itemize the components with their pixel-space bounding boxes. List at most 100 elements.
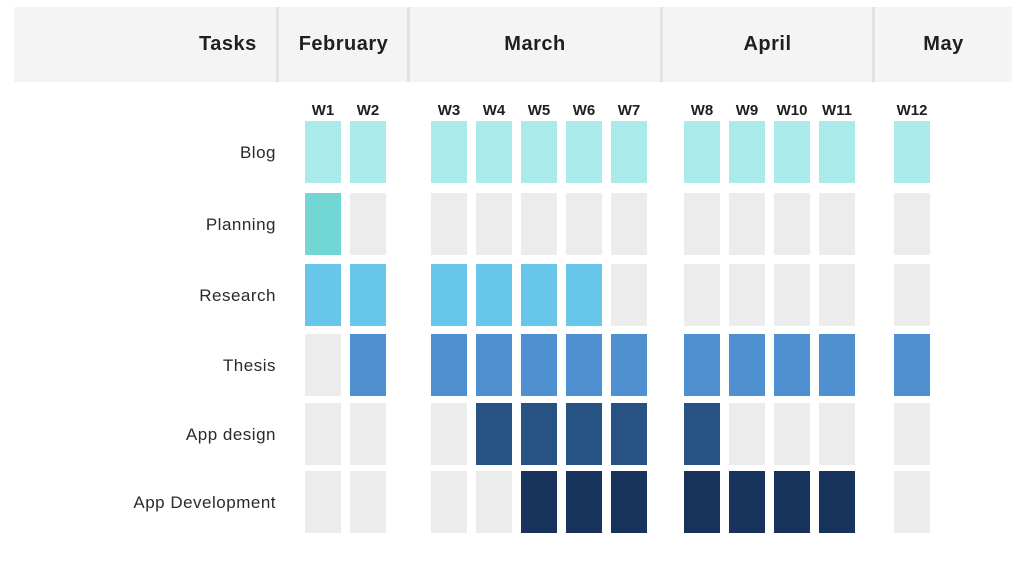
cell-blog-w6 — [566, 121, 602, 183]
month-header-april: April — [743, 33, 792, 55]
task-label-planning: Planning — [206, 215, 276, 234]
cell-app-development-w5 — [521, 471, 557, 533]
cell-app-development-w2 — [350, 471, 386, 533]
month-header-march: March — [504, 33, 566, 55]
cell-research-w11 — [819, 264, 855, 326]
cell-blog-w8 — [684, 121, 720, 183]
cell-app-development-w4 — [476, 471, 512, 533]
cell-app-design-w7 — [611, 403, 647, 465]
cell-research-w1 — [305, 264, 341, 326]
cell-thesis-w1 — [305, 334, 341, 396]
cell-app-design-w11 — [819, 403, 855, 465]
cell-app-design-w12 — [894, 403, 930, 465]
cell-app-design-w6 — [566, 403, 602, 465]
week-label-w5: W5 — [528, 102, 551, 119]
cell-app-development-w6 — [566, 471, 602, 533]
task-label-blog: Blog — [240, 143, 276, 162]
cell-planning-w10 — [774, 193, 810, 255]
cell-planning-w6 — [566, 193, 602, 255]
cell-app-development-w12 — [894, 471, 930, 533]
cell-planning-w4 — [476, 193, 512, 255]
cell-app-design-w2 — [350, 403, 386, 465]
cell-planning-w9 — [729, 193, 765, 255]
cell-research-w7 — [611, 264, 647, 326]
week-label-w4: W4 — [483, 102, 506, 119]
cell-thesis-w6 — [566, 334, 602, 396]
header-divider — [660, 7, 663, 82]
week-label-w10: W10 — [777, 102, 808, 119]
header-divider — [872, 7, 875, 82]
cell-research-w8 — [684, 264, 720, 326]
cell-planning-w5 — [521, 193, 557, 255]
cell-planning-w2 — [350, 193, 386, 255]
header-bar — [14, 7, 1012, 82]
week-label-w12: W12 — [897, 102, 928, 119]
cell-blog-w1 — [305, 121, 341, 183]
cell-thesis-w2 — [350, 334, 386, 396]
cell-blog-w10 — [774, 121, 810, 183]
cell-app-design-w1 — [305, 403, 341, 465]
cell-app-development-w9 — [729, 471, 765, 533]
month-header-may: May — [923, 33, 964, 55]
tasks-header: Tasks — [199, 33, 257, 55]
cell-research-w9 — [729, 264, 765, 326]
cell-app-design-w10 — [774, 403, 810, 465]
week-label-w3: W3 — [438, 102, 461, 119]
cell-blog-w11 — [819, 121, 855, 183]
header-divider — [407, 7, 410, 82]
cell-planning-w3 — [431, 193, 467, 255]
cell-blog-w7 — [611, 121, 647, 183]
task-label-app-design: App design — [186, 425, 276, 444]
month-header-february: February — [298, 33, 389, 55]
week-label-w1: W1 — [312, 102, 335, 119]
cell-thesis-w3 — [431, 334, 467, 396]
cell-blog-w9 — [729, 121, 765, 183]
cell-planning-w7 — [611, 193, 647, 255]
cell-research-w2 — [350, 264, 386, 326]
cell-thesis-w10 — [774, 334, 810, 396]
week-label-w9: W9 — [736, 102, 759, 119]
cell-thesis-w11 — [819, 334, 855, 396]
cell-research-w6 — [566, 264, 602, 326]
cell-thesis-w5 — [521, 334, 557, 396]
cell-research-w12 — [894, 264, 930, 326]
cell-research-w10 — [774, 264, 810, 326]
cell-research-w5 — [521, 264, 557, 326]
cell-planning-w1 — [305, 193, 341, 255]
cell-blog-w3 — [431, 121, 467, 183]
cell-blog-w12 — [894, 121, 930, 183]
cell-app-development-w8 — [684, 471, 720, 533]
task-label-app-development: App Development — [133, 493, 276, 512]
task-label-thesis: Thesis — [223, 356, 276, 375]
cell-planning-w12 — [894, 193, 930, 255]
cell-app-design-w4 — [476, 403, 512, 465]
cell-research-w4 — [476, 264, 512, 326]
cell-blog-w4 — [476, 121, 512, 183]
cell-thesis-w8 — [684, 334, 720, 396]
cell-app-design-w9 — [729, 403, 765, 465]
cell-thesis-w4 — [476, 334, 512, 396]
week-label-w11: W11 — [822, 102, 852, 119]
header-divider — [276, 7, 279, 82]
cell-blog-w5 — [521, 121, 557, 183]
week-label-w8: W8 — [691, 102, 714, 119]
cell-thesis-w7 — [611, 334, 647, 396]
cell-thesis-w12 — [894, 334, 930, 396]
cell-app-development-w1 — [305, 471, 341, 533]
cell-planning-w11 — [819, 193, 855, 255]
cell-app-development-w11 — [819, 471, 855, 533]
cell-app-design-w8 — [684, 403, 720, 465]
cell-app-development-w7 — [611, 471, 647, 533]
cell-app-development-w3 — [431, 471, 467, 533]
task-label-research: Research — [199, 286, 276, 305]
cell-app-design-w3 — [431, 403, 467, 465]
cell-research-w3 — [431, 264, 467, 326]
week-label-w6: W6 — [573, 102, 596, 119]
cell-blog-w2 — [350, 121, 386, 183]
cell-thesis-w9 — [729, 334, 765, 396]
week-label-w2: W2 — [357, 102, 380, 119]
cell-planning-w8 — [684, 193, 720, 255]
cell-app-design-w5 — [521, 403, 557, 465]
week-label-w7: W7 — [618, 102, 641, 119]
